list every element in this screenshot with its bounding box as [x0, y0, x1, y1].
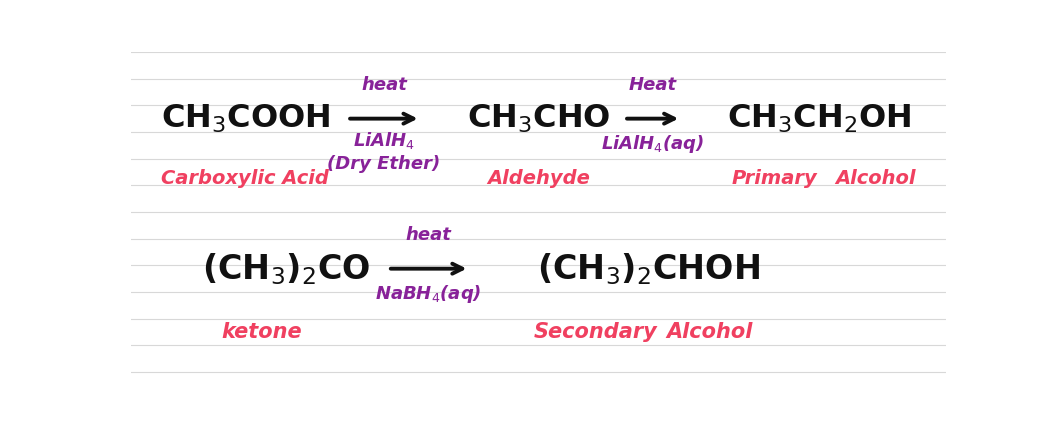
Text: Secondary: Secondary	[534, 322, 658, 342]
Text: heat: heat	[406, 226, 452, 244]
Text: (Dry Ether): (Dry Ether)	[327, 155, 440, 173]
Text: Alcohol: Alcohol	[834, 169, 915, 188]
Text: CH$_3$CH$_2$OH: CH$_3$CH$_2$OH	[727, 103, 912, 135]
Text: Alcohol: Alcohol	[666, 322, 753, 342]
Text: ketone: ketone	[222, 322, 302, 342]
Text: Heat: Heat	[628, 76, 677, 94]
Text: LiAlH$_4$: LiAlH$_4$	[353, 130, 415, 151]
Text: CH$_3$CHO: CH$_3$CHO	[467, 103, 611, 135]
Text: NaBH$_4$(aq): NaBH$_4$(aq)	[375, 283, 482, 305]
Text: Aldehyde: Aldehyde	[488, 169, 590, 188]
Text: heat: heat	[360, 76, 407, 94]
Text: Carboxylic Acid: Carboxylic Acid	[162, 169, 329, 188]
Text: Primary: Primary	[731, 169, 818, 188]
Text: (CH$_3$)$_2$CHOH: (CH$_3$)$_2$CHOH	[537, 251, 760, 287]
Text: (CH$_3$)$_2$CO: (CH$_3$)$_2$CO	[202, 251, 370, 287]
Text: LiAlH$_4$(aq): LiAlH$_4$(aq)	[601, 132, 704, 155]
Text: CH$_3$COOH: CH$_3$COOH	[161, 103, 330, 135]
